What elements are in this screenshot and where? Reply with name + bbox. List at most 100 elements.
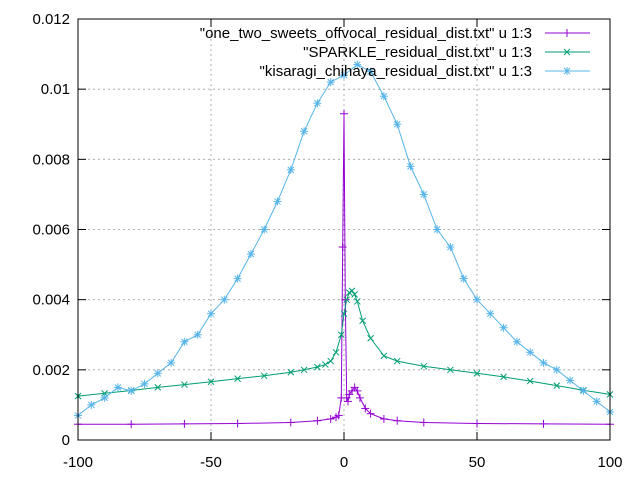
x-tick-label: -100 [63,454,93,471]
data-point [273,197,282,206]
data-point [359,317,366,325]
data-point [447,366,454,374]
data-point [153,369,162,378]
data-point [127,386,136,395]
data-point [393,120,402,129]
data-point [433,225,442,234]
x-tick-label: 100 [597,454,622,471]
data-point [379,414,388,423]
data-point [127,420,136,429]
data-point [260,225,269,234]
data-point [180,419,189,428]
data-point [334,411,343,420]
data-point [366,67,375,76]
data-point [340,310,348,318]
y-tick-label: 0.01 [41,81,70,98]
x-tick-label: -50 [200,454,222,471]
series-line [78,113,611,425]
data-point [233,274,242,283]
data-point [326,78,335,87]
data-point [332,348,340,356]
data-point [420,362,428,370]
data-point [563,67,571,75]
data-point [233,419,242,428]
y-tick-label: 0.004 [32,292,70,309]
data-point [459,274,468,283]
data-point [193,330,202,339]
data-point [366,409,375,418]
data-point [353,298,361,305]
data-point [341,295,350,304]
data-point [348,287,356,295]
data-point [592,397,601,406]
data-point [343,296,351,304]
data-point [419,190,428,199]
data-point [300,127,309,136]
x-tick-label: 50 [469,454,486,471]
data-point [526,348,535,357]
data-point [393,416,402,425]
data-point [380,352,388,360]
data-point [406,162,415,171]
data-point [260,372,268,380]
legend: "one_two_sweets_offvocal_residual_dist.t… [200,25,590,80]
data-point [553,382,561,389]
data-point [526,377,534,385]
series-layer [74,60,614,429]
data-point [113,383,122,392]
series-2 [74,287,614,400]
data-point [167,358,176,367]
legend-label: "SPARKLE_residual_dist.txt" u 1:3 [303,44,532,61]
x-tick-label: 0 [340,454,348,471]
data-point [393,357,401,365]
y-tick-label: 0 [62,432,70,449]
data-point [539,419,548,428]
data-point [207,378,215,386]
legend-label: "kisaragi_chihaya_residual_dist.txt" u 1… [260,63,532,80]
data-point [566,376,575,385]
y-tick-label: 0.012 [32,11,70,28]
data-point [154,384,162,391]
data-point [100,393,109,402]
data-point [234,375,241,382]
data-point [512,337,521,346]
data-point [326,414,335,423]
y-tick-label: 0.006 [32,222,70,239]
data-point [287,368,295,376]
data-point [322,361,329,368]
data-point [500,373,507,381]
data-point [337,331,345,339]
data-point [351,291,358,298]
data-point [446,243,455,252]
legend-label: "one_two_sweets_offvocal_residual_dist.t… [200,25,532,42]
data-point [343,397,352,406]
data-point [286,418,295,427]
data-point [313,416,322,425]
data-point [499,323,508,332]
data-point [220,295,229,304]
data-point [361,404,370,413]
data-point [286,165,295,174]
data-point [180,337,189,346]
data-point [300,366,308,374]
data-point [340,71,348,80]
data-point [338,243,347,252]
data-point [539,358,548,367]
data-point [313,99,322,108]
data-point [353,60,362,69]
y-tick-label: 0.002 [32,362,70,379]
data-point [486,309,495,318]
series-1 [74,109,614,429]
series-3 [74,60,614,420]
y-tick-label: 0.008 [32,151,70,168]
axis-ticks: 0 0.002 0.004 0.006 0.008 0.01 0.012 -100 -50 0 50… [32,11,622,471]
data-point [246,250,255,259]
data-point [563,29,571,37]
data-point [552,365,561,374]
data-point [419,418,428,427]
data-point [340,109,348,118]
data-point [367,334,374,342]
data-point [473,419,481,428]
data-point [181,381,188,388]
data-point [473,369,481,377]
